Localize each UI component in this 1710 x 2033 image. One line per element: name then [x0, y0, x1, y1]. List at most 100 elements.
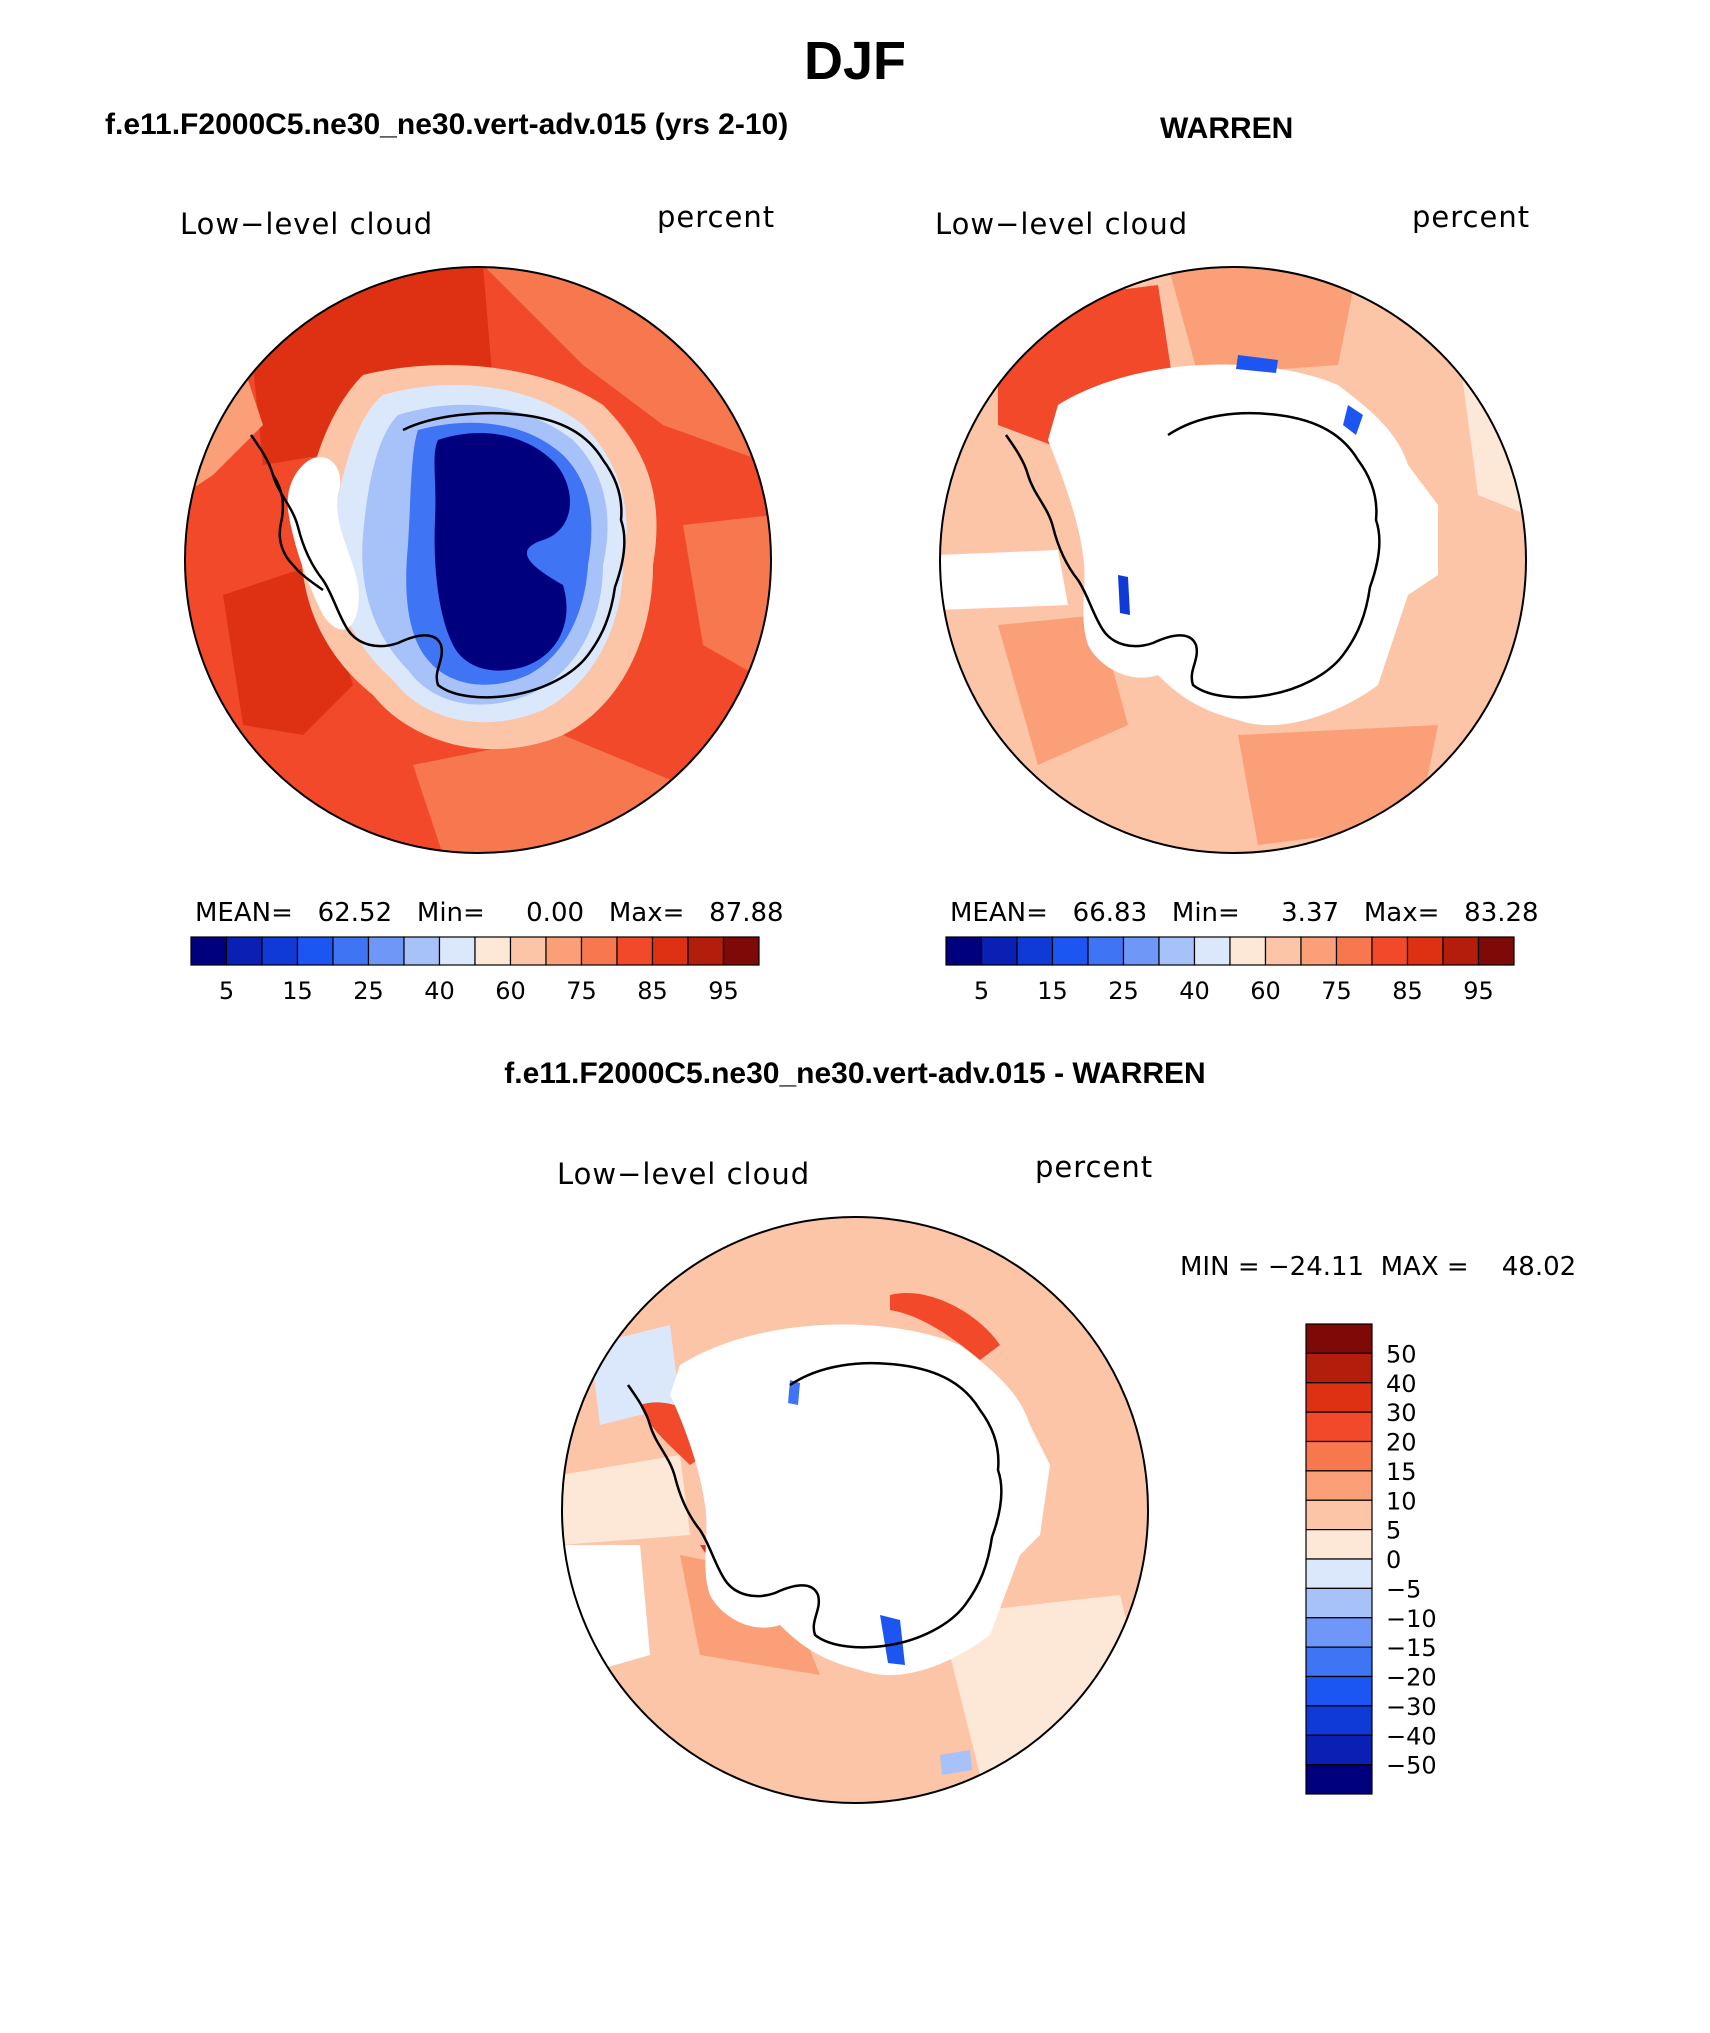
diff-map-region-red-n — [890, 1293, 1000, 1360]
right-colorbar-box — [1442, 936, 1480, 966]
right-colorbar-tick-label: 40 — [1179, 977, 1210, 1005]
diff-colorbar-box — [1305, 1411, 1373, 1443]
left-stats: MEAN= 62.52 Min= 0.00 Max= 87.88 — [195, 898, 784, 928]
left-colorbar-box — [722, 936, 760, 966]
right-map-region-orange-s — [1238, 725, 1438, 845]
diff-map-coastline — [626, 1361, 1003, 1649]
left-colorbar-box — [225, 936, 263, 966]
diff-colorbar-tick-label: −40 — [1386, 1722, 1437, 1750]
right-colorbar-box — [1371, 936, 1409, 966]
left-map-coastline — [249, 411, 626, 699]
right-colorbar-box — [1158, 936, 1196, 966]
right-colorbar-box — [1477, 936, 1515, 966]
right-map — [939, 266, 1527, 854]
diff-colorbar-tick-label: 15 — [1386, 1458, 1417, 1486]
diff-case-title: f.e11.F2000C5.ne30_ne30.vert-adv.015 - W… — [504, 1057, 1206, 1090]
right-colorbar-box — [1122, 936, 1160, 966]
right-colorbar-box — [1087, 936, 1125, 966]
diff-colorbar-box — [1305, 1558, 1373, 1589]
diff-stats: MIN = −24.11 MAX = 48.02 — [1180, 1252, 1577, 1282]
diff-colorbar-box — [1305, 1470, 1373, 1501]
right-colorbar-box — [980, 936, 1018, 966]
right-map-border — [939, 266, 1527, 854]
diff-map-region-blue-spot-n — [788, 1380, 800, 1405]
diff-colorbar-box — [1305, 1499, 1373, 1531]
right-case-title: WARREN — [1160, 112, 1294, 145]
right-map-nodata-west — [940, 550, 1068, 610]
left-colorbar-box — [616, 936, 654, 966]
diff-colorbar-tick-label: 50 — [1386, 1340, 1417, 1368]
left-colorbar-tick-label: 85 — [637, 977, 668, 1005]
diff-colorbar-tick-label: 5 — [1386, 1517, 1401, 1545]
diff-colorbar-box — [1305, 1764, 1373, 1795]
left-map-region-dark-navy — [434, 433, 571, 671]
left-colorbar-box — [545, 936, 583, 966]
left-colorbar: 5 15 25 40 60 75 85 95 — [190, 936, 760, 1005]
left-colorbar-box — [261, 936, 299, 966]
left-case-title: f.e11.F2000C5.ne30_ne30.vert-adv.015 (yr… — [105, 108, 789, 141]
diff-map-region-blue-spot-se — [940, 1750, 972, 1775]
right-colorbar-box — [1229, 936, 1267, 966]
diff-colorbar-tick-label: 10 — [1386, 1487, 1417, 1515]
diff-colorbar-tick-label: −20 — [1386, 1664, 1437, 1692]
diff-colorbar-tick-label: −50 — [1386, 1752, 1437, 1780]
left-colorbar-tick-label: 60 — [495, 977, 526, 1005]
diff-units-label: percent — [1035, 1150, 1154, 1184]
left-colorbar-box — [403, 936, 441, 966]
left-colorbar-box — [687, 936, 725, 966]
left-colorbar-box — [438, 936, 476, 966]
right-colorbar-tick-label: 15 — [1037, 977, 1068, 1005]
left-colorbar-tick-label: 15 — [282, 977, 313, 1005]
diff-map-region-blue-spot-s — [880, 1615, 905, 1665]
diff-map-region-pale-blue-w — [590, 1325, 680, 1425]
right-colorbar-tick-label: 5 — [974, 977, 989, 1005]
left-map-region-orange-e — [683, 515, 771, 685]
left-map-border — [184, 266, 772, 854]
diff-colorbar-box — [1305, 1352, 1373, 1384]
left-colorbar-box — [580, 936, 618, 966]
right-colorbar-box — [1335, 936, 1373, 966]
left-colorbar-tick-label: 5 — [219, 977, 234, 1005]
right-colorbar-box — [1264, 936, 1302, 966]
diff-colorbar-tick-label: −30 — [1386, 1693, 1437, 1721]
right-units-label: percent — [1412, 200, 1531, 234]
right-colorbar-tick-label: 75 — [1321, 977, 1352, 1005]
left-colorbar-box — [509, 936, 547, 966]
diff-colorbar-box — [1305, 1705, 1373, 1736]
left-map — [184, 266, 772, 854]
diff-colorbar-tick-label: −15 — [1386, 1634, 1437, 1662]
left-colorbar-tick-label: 40 — [424, 977, 455, 1005]
left-colorbar-tick-label: 25 — [353, 977, 384, 1005]
right-variable-label: Low−level cloud — [935, 207, 1189, 241]
diff-colorbar-tick-label: −5 — [1386, 1575, 1421, 1603]
left-variable-label: Low−level cloud — [180, 207, 434, 241]
diff-colorbar-box — [1305, 1382, 1373, 1413]
diff-colorbar-box — [1305, 1617, 1373, 1648]
right-colorbar-tick-label: 85 — [1392, 977, 1423, 1005]
right-map-region-orange-n — [1168, 267, 1358, 375]
left-units-label: percent — [657, 200, 776, 234]
diff-colorbar-tick-label: −10 — [1386, 1605, 1437, 1633]
right-colorbar-tick-label: 60 — [1250, 977, 1281, 1005]
left-colorbar-box — [332, 936, 370, 966]
diff-colorbar-box — [1305, 1675, 1373, 1707]
diff-colorbar-tick-label: 20 — [1386, 1429, 1417, 1457]
right-map-region-blue-spot-n — [1236, 355, 1278, 373]
right-colorbar-box — [1016, 936, 1054, 966]
left-colorbar-box — [367, 936, 405, 966]
diff-colorbar-box — [1305, 1529, 1373, 1560]
diff-map-land-antarctica — [670, 1324, 1050, 1676]
right-colorbar-tick-label: 95 — [1463, 977, 1494, 1005]
diff-colorbar-box — [1305, 1587, 1373, 1619]
diff-variable-label: Low−level cloud — [557, 1157, 811, 1191]
diff-colorbar-box — [1305, 1323, 1373, 1354]
right-map-region-blue-spot-w — [1118, 575, 1130, 615]
right-colorbar-box — [1051, 936, 1089, 966]
main-title: DJF — [803, 31, 906, 91]
left-colorbar-tick-label: 95 — [708, 977, 739, 1005]
right-map-region-blue-spot-ne — [1343, 405, 1363, 435]
right-colorbar: 5 15 25 40 60 75 85 95 — [945, 936, 1515, 1005]
diff-colorbar-tick-label: 0 — [1386, 1546, 1401, 1574]
left-colorbar-box — [190, 936, 228, 966]
